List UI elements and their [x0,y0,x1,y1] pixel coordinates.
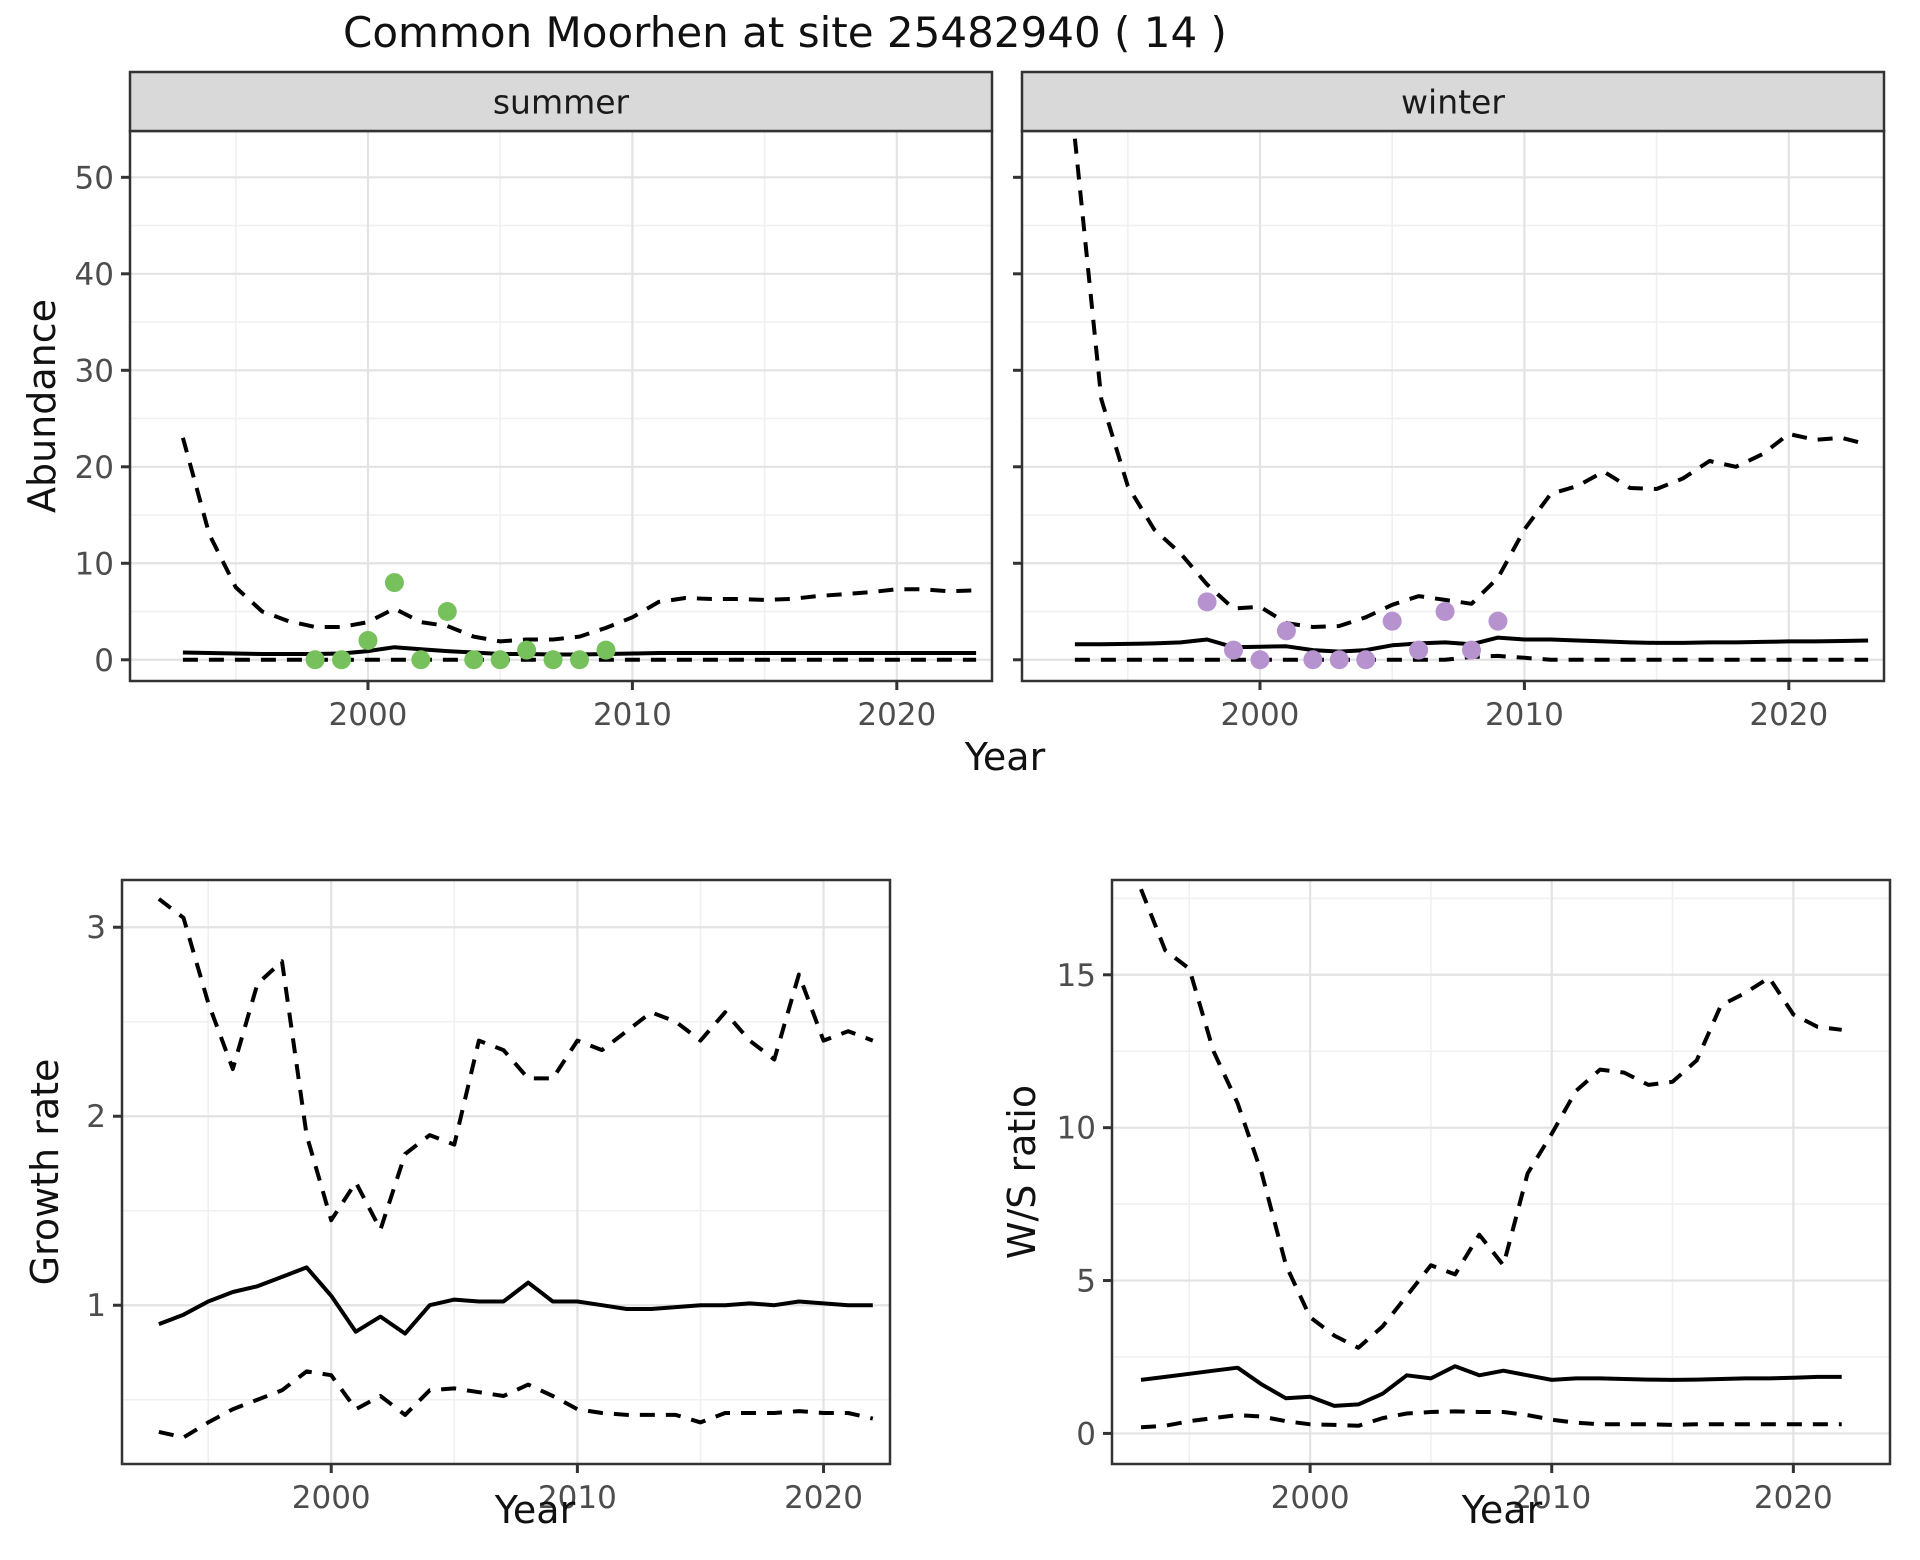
facet-strip [1020,70,1886,133]
y-tick-label: 10 [1057,1111,1096,1147]
y-tick-label: 2 [86,1099,106,1135]
series-median [1140,1364,1842,1408]
x-tick-label: 2000 [1271,1480,1350,1516]
data-point [437,602,457,622]
data-point [358,630,378,650]
panel-background [1022,131,1884,681]
data-point [517,640,537,660]
y-tick-label: 0 [1076,1416,1096,1452]
points-observed_counts [305,573,616,670]
panel-background [122,880,890,1464]
x-axis-title-year-top: Year [964,735,1046,779]
data-point [1197,592,1217,612]
x-axis-title-year-bottom-right: Year [1461,1488,1543,1532]
x-tick-label: 2000 [1221,697,1300,733]
panel-border [120,878,892,1466]
data-layer [1072,138,1869,670]
x-tick-label: 2010 [538,1480,617,1516]
x-tick-label: 2020 [784,1480,863,1516]
figure-title: Common Moorhen at site 25482940 ( 14 ) [343,8,1227,57]
data-point [1303,650,1323,670]
x-axis-title-year-bottom-left: Year [494,1488,576,1532]
x-tick-label: 2000 [329,697,408,733]
x-tick-label: 2000 [292,1480,371,1516]
data-point [1488,611,1508,631]
data-point [411,650,431,670]
panel-abundance-summer: 2000 2010 2020 0 10 20 30 40 50 summer [75,70,994,733]
points-observed_counts [1197,592,1508,670]
data-point [490,650,510,670]
data-layer [180,437,977,670]
data-point [1356,650,1376,670]
panel-background [1112,880,1890,1464]
data-point [596,640,616,660]
y-axis-title-ws-ratio: W/S ratio [1000,1084,1044,1260]
y-tick-label: 1 [86,1288,106,1324]
y-tick-label: 40 [75,257,114,293]
y-tick-label: 30 [75,353,114,389]
x-tick-label: 2010 [1485,697,1564,733]
x-tick-label: 2020 [1749,697,1828,733]
series-upper_ci [157,897,874,1232]
x-tick-label: 2020 [857,697,936,733]
data-point [1224,640,1244,660]
y-tick-label: 15 [1057,958,1096,994]
y-tick-label: 3 [86,910,106,946]
data-layer [1139,888,1842,1430]
x-tick-label: 2010 [593,697,672,733]
y-tick-label: 0 [94,643,114,679]
panel-background [130,131,992,681]
data-point [1382,611,1402,631]
facet-strip-label: winter [1401,83,1505,122]
series-upper_ci [1072,138,1869,629]
y-axis-title-abundance: Abundance [20,298,64,514]
data-point [543,650,563,670]
data-point [1409,640,1429,660]
series-median [158,1265,873,1336]
data-point [570,650,590,670]
data-point [332,650,352,670]
series-lower_ci [158,1369,874,1440]
series-lower_ci [1140,1409,1842,1430]
y-tick-label: 5 [1076,1264,1096,1300]
x-tick-label: 2010 [1512,1480,1591,1516]
data-point [1276,621,1296,641]
x-tick-label: 2020 [1754,1480,1833,1516]
data-point [384,573,404,593]
y-tick-label: 20 [75,450,114,486]
data-point [464,650,484,670]
panel-abundance-winter: 2000 2010 2020 winter [1013,70,1886,733]
data-point [1329,650,1349,670]
facet-strip-label: summer [493,83,630,122]
y-tick-label: 10 [75,546,114,582]
data-point [1250,650,1270,670]
series-upper_ci [180,437,977,644]
data-point [1435,602,1455,622]
panel-ws-ratio: 2000 2010 2020 0 5 10 15 [1057,878,1892,1516]
facet-strip [128,70,994,133]
y-tick-label: 50 [75,160,114,196]
data-point [305,650,325,670]
data-point [1462,640,1482,660]
panel-border [1110,878,1892,1466]
panel-growth-rate: 2000 2010 2020 1 2 3 [86,878,892,1516]
data-layer [157,897,874,1440]
y-axis-title-growth-rate: Growth rate [23,1058,67,1286]
